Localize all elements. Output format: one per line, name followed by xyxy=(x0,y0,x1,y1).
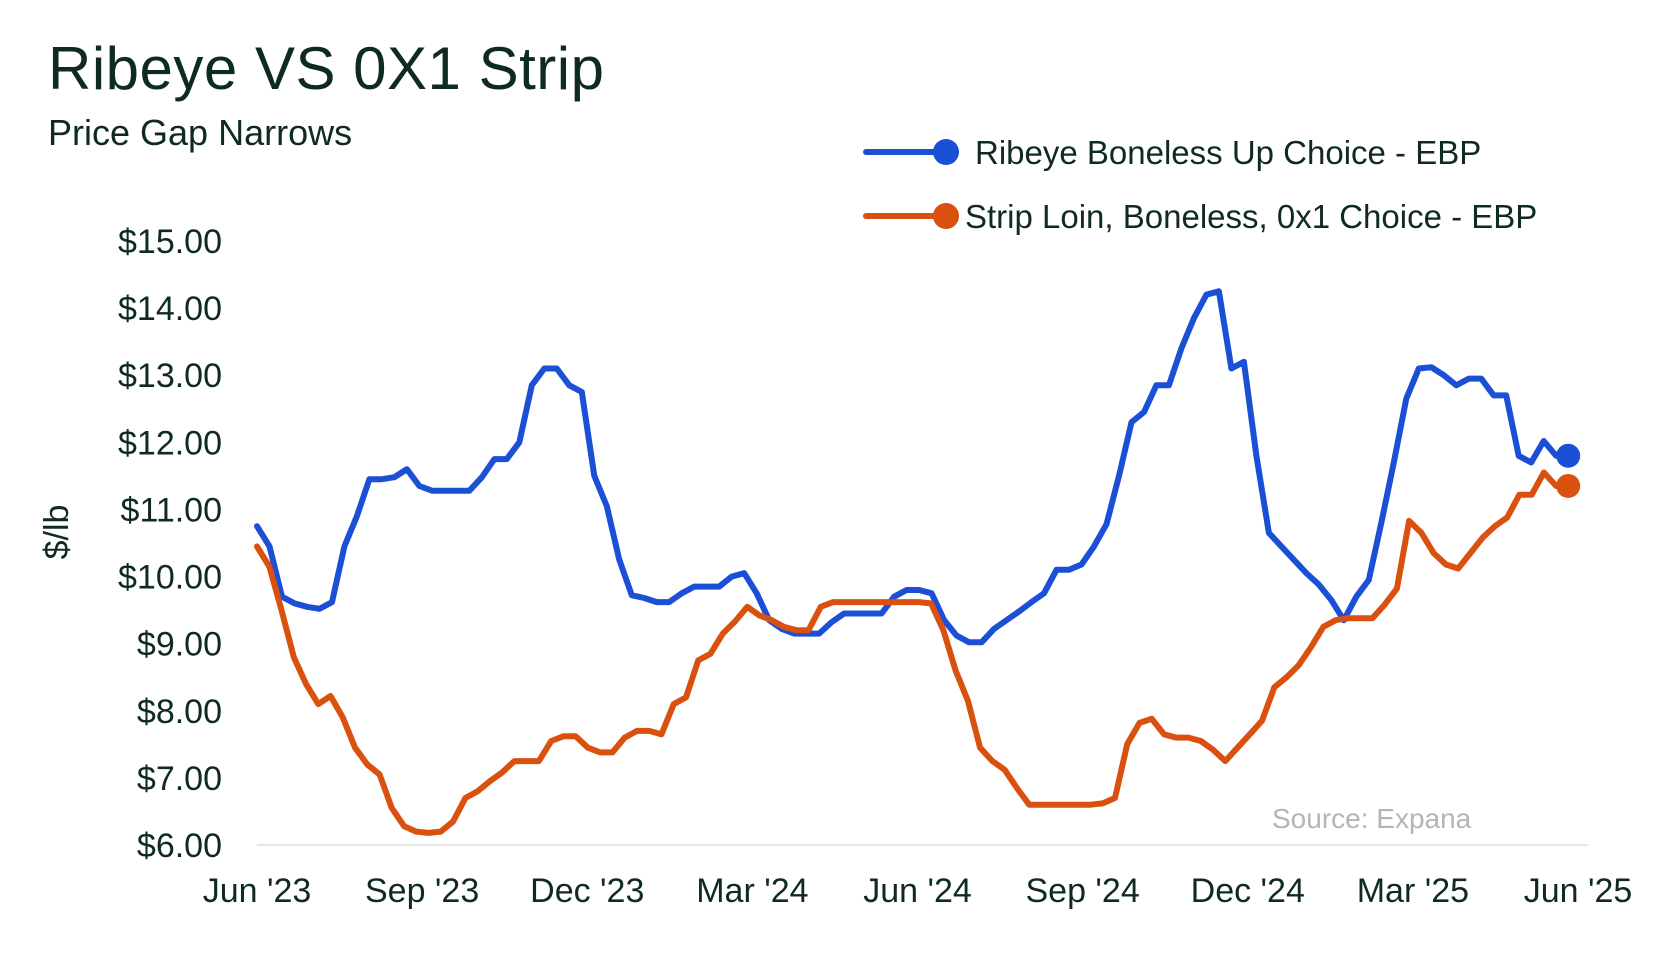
legend: Ribeye Boneless Up Choice - EBP Strip Loi… xyxy=(863,134,1537,235)
y-axis-ticks: $15.00 $14.00 $13.00 $12.00 $11.00 $10.00 $9.0… xyxy=(118,223,222,865)
x-axis-ticks: Jun '23 Sep '23 Dec '23 Mar '24 Jun '24 Sep '… xyxy=(203,872,1633,910)
y-tick-label: $11.00 xyxy=(121,491,222,529)
y-axis-label: $/lb xyxy=(38,505,76,560)
series-group xyxy=(254,288,1581,836)
y-tick-label: $7.00 xyxy=(137,760,222,798)
chart-title: Ribeye VS 0X1 Strip xyxy=(48,35,605,102)
x-tick-label: Dec '23 xyxy=(530,872,644,910)
series-line-ribeye xyxy=(254,288,1560,646)
y-tick-label: $13.00 xyxy=(118,357,222,395)
chart-subtitle: Price Gap Narrows xyxy=(48,112,353,153)
y-tick-label: $6.00 xyxy=(137,827,222,865)
source-note: Source: Expana xyxy=(1272,803,1472,834)
y-tick-label: $15.00 xyxy=(118,223,222,261)
legend-swatch-marker xyxy=(933,203,959,229)
series-end-marker xyxy=(1556,473,1581,498)
legend-label: Ribeye Boneless Up Choice - EBP xyxy=(975,134,1481,171)
y-tick-label: $8.00 xyxy=(137,693,222,731)
x-tick-label: Sep '24 xyxy=(1025,872,1139,910)
x-tick-label: Jun '24 xyxy=(863,872,972,910)
x-tick-label: Mar '24 xyxy=(696,872,808,910)
x-tick-label: Jun '23 xyxy=(203,872,312,910)
x-tick-label: Jun '25 xyxy=(1524,872,1633,910)
y-tick-label: $10.00 xyxy=(118,559,222,597)
legend-swatch-marker xyxy=(933,139,959,165)
series-line-strip-loin xyxy=(254,469,1560,836)
y-tick-label: $14.00 xyxy=(118,290,222,328)
x-tick-label: Sep '23 xyxy=(365,872,479,910)
x-tick-label: Mar '25 xyxy=(1357,872,1469,910)
legend-label: Strip Loin, Boneless, 0x1 Choice - EBP xyxy=(965,198,1537,235)
series-end-marker xyxy=(1556,443,1581,468)
x-tick-label: Dec '24 xyxy=(1191,872,1305,910)
y-tick-label: $9.00 xyxy=(137,626,222,664)
y-tick-label: $12.00 xyxy=(118,424,222,462)
